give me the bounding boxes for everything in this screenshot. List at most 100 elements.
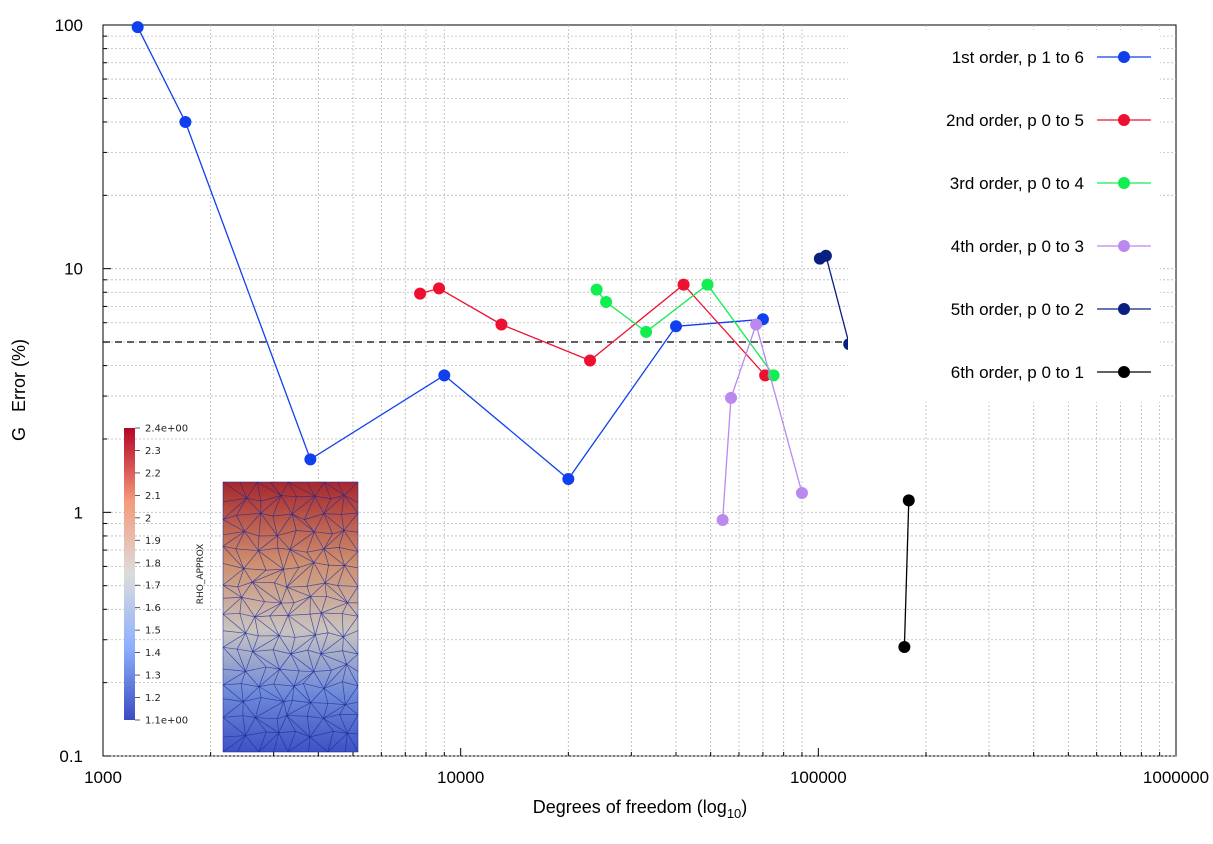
mesh-edge (272, 495, 282, 517)
mesh-edge (240, 683, 244, 702)
mesh-edge (278, 731, 296, 734)
mesh-edge (274, 582, 282, 604)
mesh-edge (314, 481, 325, 497)
mesh-edge (222, 545, 245, 569)
mesh-edge (321, 612, 343, 615)
mesh-edge (252, 568, 284, 583)
mesh-edge (236, 649, 246, 672)
mesh-edge (304, 519, 315, 533)
mesh-edge (252, 581, 275, 584)
mesh-edge (324, 481, 345, 496)
mesh-edge (310, 688, 325, 703)
mesh-edge (343, 495, 359, 514)
legend-item: 3rd order, p 0 to 4 (950, 174, 1151, 193)
mesh-edge (326, 595, 348, 604)
mesh-edge (303, 671, 315, 684)
mesh-edge (293, 671, 314, 687)
mesh-edge (347, 733, 359, 735)
mesh-edge (260, 513, 278, 536)
mesh-edge (222, 545, 236, 550)
mesh-edge (323, 533, 333, 550)
mesh-edge (236, 648, 253, 652)
mesh-edge (257, 481, 282, 496)
mesh-edge (258, 513, 262, 537)
mesh-edge (222, 632, 246, 648)
mesh-edge (333, 731, 348, 734)
mesh-edge (272, 513, 293, 517)
data-point (670, 320, 683, 333)
mesh-edge (324, 565, 330, 584)
mesh-edge (258, 668, 280, 688)
mesh-edge (258, 666, 267, 687)
data-point (600, 295, 613, 308)
mesh-edge (277, 715, 287, 720)
mesh-edge (245, 731, 267, 736)
mesh-edge (313, 653, 322, 672)
mesh-edge (323, 704, 346, 719)
mesh-edge (295, 731, 311, 738)
mesh-edge (254, 602, 282, 618)
mesh-edge (324, 565, 345, 584)
mesh-edge (286, 586, 311, 597)
mesh-edge (245, 616, 256, 634)
mesh-edge (222, 497, 247, 503)
mesh-edge (306, 548, 324, 553)
mesh-edge (323, 548, 345, 566)
mesh-edge (286, 715, 311, 738)
colorbar-tick-label: 2 (145, 513, 151, 524)
mesh-edge (299, 670, 314, 672)
mesh-edge (310, 582, 326, 597)
mesh-edge (239, 613, 247, 634)
data-point (701, 278, 714, 291)
x-tick-label: 10000 (437, 768, 484, 787)
mesh-edge (303, 683, 325, 689)
mesh-edge (313, 669, 332, 672)
mesh-edge (338, 547, 359, 552)
mesh-edge (288, 481, 316, 497)
mesh-edge (242, 715, 256, 718)
mesh-edge (244, 531, 260, 537)
mesh-edge (291, 513, 315, 533)
mesh-edge (344, 565, 359, 587)
mesh-edge (347, 586, 359, 603)
mesh-edge (323, 714, 340, 719)
mesh-edge (286, 702, 311, 716)
mesh-edge (323, 703, 329, 719)
mesh-edge (222, 531, 245, 536)
mesh-edge (341, 495, 345, 515)
mesh-edge (314, 634, 322, 655)
mesh-edge (283, 549, 291, 570)
mesh-edge (293, 683, 304, 687)
data-point (414, 287, 427, 300)
x-tick-label: 1000 (84, 768, 122, 787)
mesh-edge (347, 714, 359, 734)
mesh-edge (313, 671, 325, 689)
mesh-edge (310, 702, 328, 704)
legend-label: 4th order, p 0 to 3 (951, 237, 1084, 256)
mesh-edge (306, 531, 315, 553)
mesh-edge (287, 615, 296, 638)
mesh-edge (255, 717, 267, 733)
mesh-edge (295, 634, 316, 638)
mesh-edge (337, 585, 348, 603)
mesh-edge (279, 668, 300, 672)
mesh-edge (304, 495, 316, 520)
mesh-edge (341, 613, 344, 637)
mesh-edge (323, 718, 334, 732)
mesh-edge (237, 581, 253, 588)
x-tick-label: 100000 (790, 768, 847, 787)
mesh-edge (341, 602, 348, 614)
mesh-edge (344, 494, 359, 503)
mesh-edge (239, 481, 248, 499)
mesh-edge (306, 586, 311, 597)
mesh-edge (222, 481, 247, 499)
legend-label: 6th order, p 0 to 1 (951, 363, 1084, 382)
mesh-edge (244, 513, 262, 532)
mesh-edge (314, 531, 333, 535)
colorbar-tick-label: 2.2 (145, 468, 161, 479)
mesh-edge (320, 596, 327, 614)
mesh-edge (222, 613, 246, 634)
mesh-edge (286, 700, 293, 716)
y-tick-label: 1 (74, 503, 83, 522)
